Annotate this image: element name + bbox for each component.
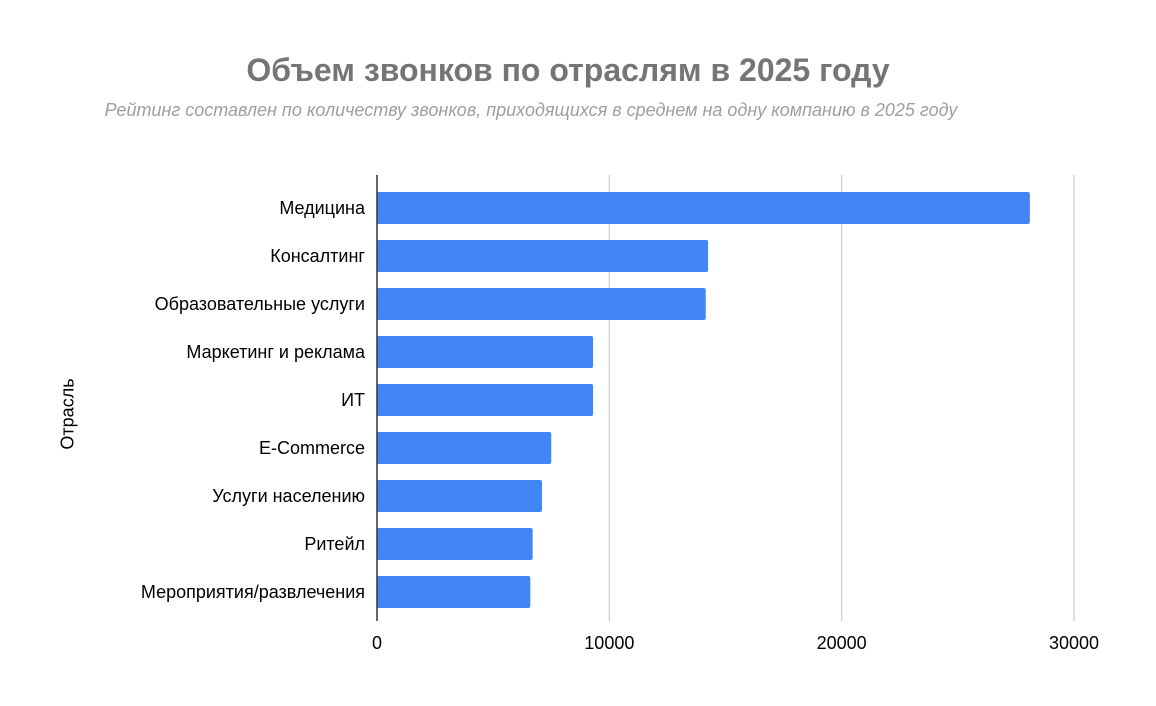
category-label: Консалтинг [270, 246, 365, 266]
bar [377, 288, 706, 320]
bar [377, 192, 1030, 224]
category-label: Образовательные услуги [155, 294, 365, 314]
category-label: E-Commerce [259, 438, 365, 458]
chart-subtitle: Рейтинг составлен по количеству звонков,… [104, 100, 958, 120]
bar [377, 528, 533, 560]
x-tick-label: 20000 [817, 633, 867, 653]
category-label: Ритейл [304, 534, 365, 554]
x-tick-label: 30000 [1049, 633, 1099, 653]
category-label: Услуги населению [212, 486, 365, 506]
bar [377, 432, 552, 464]
x-tick-label: 0 [372, 633, 382, 653]
x-tick-label: 10000 [584, 633, 634, 653]
category-label: ИТ [341, 390, 365, 410]
bar [377, 480, 542, 512]
x-tick-labels: 0 10000 20000 30000 [372, 633, 1099, 653]
chart-title: Объем звонков по отраслям в 2025 году [246, 52, 890, 88]
category-label: Медицина [279, 198, 366, 218]
category-label: Мероприятия/развлечения [141, 582, 365, 602]
bar [377, 336, 594, 368]
bar [377, 576, 531, 608]
bar [377, 384, 594, 416]
category-labels: Медицина Консалтинг Образовательные услуги… [141, 198, 366, 602]
category-label: Маркетинг и реклама [186, 342, 366, 362]
bars [377, 192, 1030, 608]
bar [377, 240, 709, 272]
